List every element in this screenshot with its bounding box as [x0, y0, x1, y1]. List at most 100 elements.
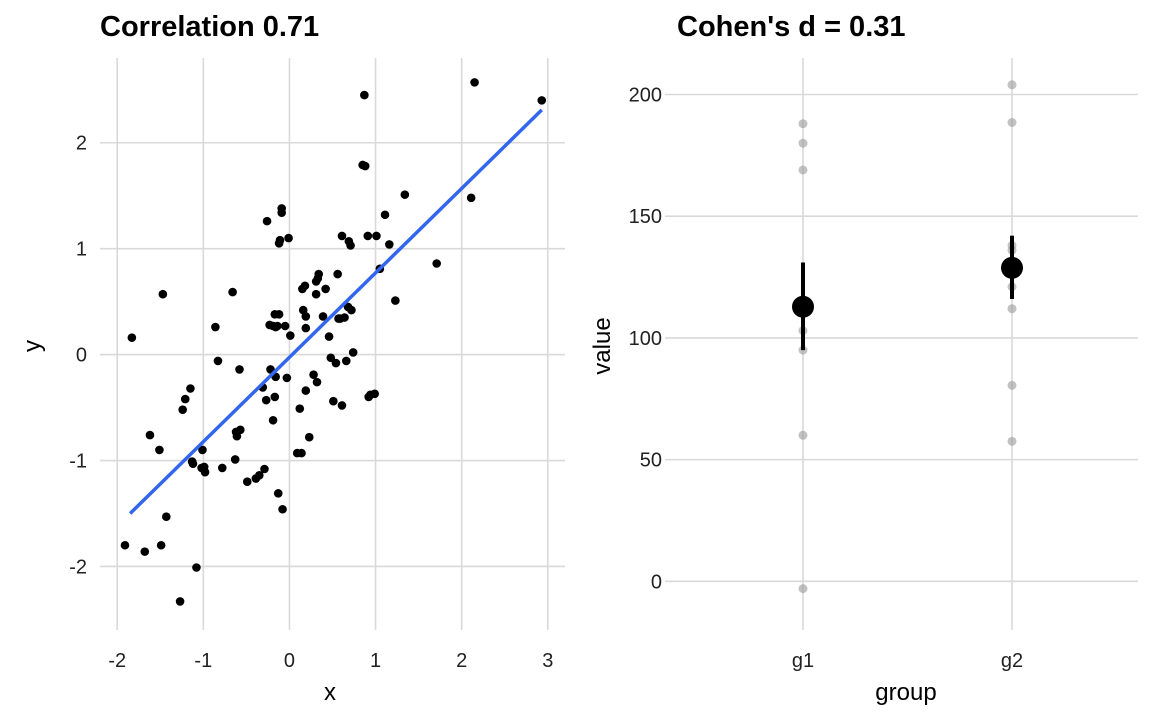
data-point [284, 233, 293, 243]
data-point [298, 305, 308, 315]
cohens-d-y-ticks: 0 50 100 150 200 [629, 85, 662, 594]
data-point [217, 463, 227, 473]
data-point [326, 353, 336, 363]
data-point [331, 358, 341, 368]
group-mean-point [1001, 256, 1023, 279]
y-tick-label: -1 [69, 451, 87, 473]
correlation-points [120, 78, 547, 606]
data-point [158, 289, 168, 299]
raw-point [1007, 304, 1017, 314]
data-point [230, 455, 240, 464]
cohens-d-panel: g1 g2 0 50 100 150 200 Cohen's d = 0.31 group… [589, 11, 1138, 706]
y-tick-label: 1 [76, 239, 87, 261]
data-point [232, 431, 242, 441]
data-point [228, 287, 237, 297]
data-point [537, 96, 547, 105]
data-point [292, 448, 302, 458]
data-point [372, 231, 381, 241]
data-point [295, 404, 305, 413]
data-point [329, 396, 338, 406]
data-point [188, 459, 198, 468]
y-tick-label: 2 [76, 133, 87, 155]
y-tick-label: -2 [69, 556, 87, 578]
raw-point [798, 138, 808, 148]
raw-point [1007, 80, 1017, 90]
data-point [186, 384, 195, 393]
data-point [192, 563, 201, 572]
data-point [273, 489, 283, 498]
x-tick-label: -2 [108, 650, 126, 672]
data-point [324, 332, 334, 341]
y-tick-label: 0 [76, 345, 87, 367]
data-point [304, 432, 314, 442]
x-tick-label: g1 [792, 650, 814, 672]
data-point [470, 78, 479, 87]
data-point [334, 314, 343, 323]
raw-point [798, 165, 808, 175]
data-point [180, 394, 190, 404]
data-point [333, 269, 342, 279]
data-point [275, 235, 285, 245]
data-point [277, 204, 286, 213]
correlation-y-ticks: -2 -1 0 1 2 [69, 133, 87, 579]
cohens-d-title: Cohen's d = 0.31 [677, 11, 906, 43]
data-point [260, 464, 269, 474]
y-tick-label: 0 [651, 571, 662, 593]
data-point [337, 401, 347, 410]
data-point [343, 302, 353, 312]
correlation-y-axis-label: y [19, 340, 46, 352]
cohens-d-y-axis-label: value [589, 317, 616, 374]
y-tick-label: 50 [640, 450, 662, 472]
data-point [400, 190, 410, 199]
data-point [391, 296, 400, 305]
cohens-d-summary [792, 235, 1023, 351]
x-tick-label: 0 [284, 650, 295, 672]
y-tick-label: 150 [629, 206, 662, 228]
x-tick-label: 3 [542, 650, 553, 672]
data-point [466, 193, 476, 203]
data-point [432, 259, 441, 268]
data-point [197, 463, 206, 473]
data-point [360, 90, 369, 100]
data-point [213, 356, 223, 366]
data-point [363, 231, 373, 241]
data-point [348, 348, 358, 357]
data-point [358, 160, 367, 170]
data-point [301, 323, 311, 333]
x-tick-label: 1 [370, 650, 381, 672]
data-point [344, 236, 354, 246]
data-point [280, 321, 290, 331]
data-point [337, 231, 347, 241]
data-point [268, 415, 278, 425]
raw-point [798, 430, 808, 440]
data-point [286, 331, 295, 340]
data-point [235, 365, 244, 374]
data-point [255, 471, 264, 480]
data-point [242, 477, 252, 487]
data-point [341, 356, 351, 366]
data-point [300, 281, 310, 291]
cohens-d-raw-points [798, 80, 1017, 594]
data-point [178, 405, 187, 414]
data-point [318, 312, 328, 321]
data-point [311, 289, 321, 299]
data-point [301, 386, 311, 395]
data-point [314, 269, 324, 279]
y-tick-label: 200 [629, 85, 662, 107]
data-point [156, 540, 166, 550]
data-point [145, 430, 155, 440]
raw-point [1007, 380, 1017, 390]
x-tick-label: g2 [1001, 650, 1023, 672]
data-point [211, 322, 220, 332]
correlation-panel: -2 -1 0 1 2 3 -2 -1 0 1 2 Correlation 0.71 x y [19, 11, 565, 706]
data-point [312, 377, 322, 387]
x-tick-label: -1 [194, 650, 212, 672]
data-point [198, 445, 207, 455]
cohens-d-x-ticks: g1 g2 [792, 650, 1023, 672]
group-mean-point [792, 295, 814, 318]
correlation-x-ticks: -2 -1 0 1 2 3 [108, 650, 553, 672]
correlation-x-axis-label: x [324, 679, 336, 706]
data-point [271, 322, 280, 332]
